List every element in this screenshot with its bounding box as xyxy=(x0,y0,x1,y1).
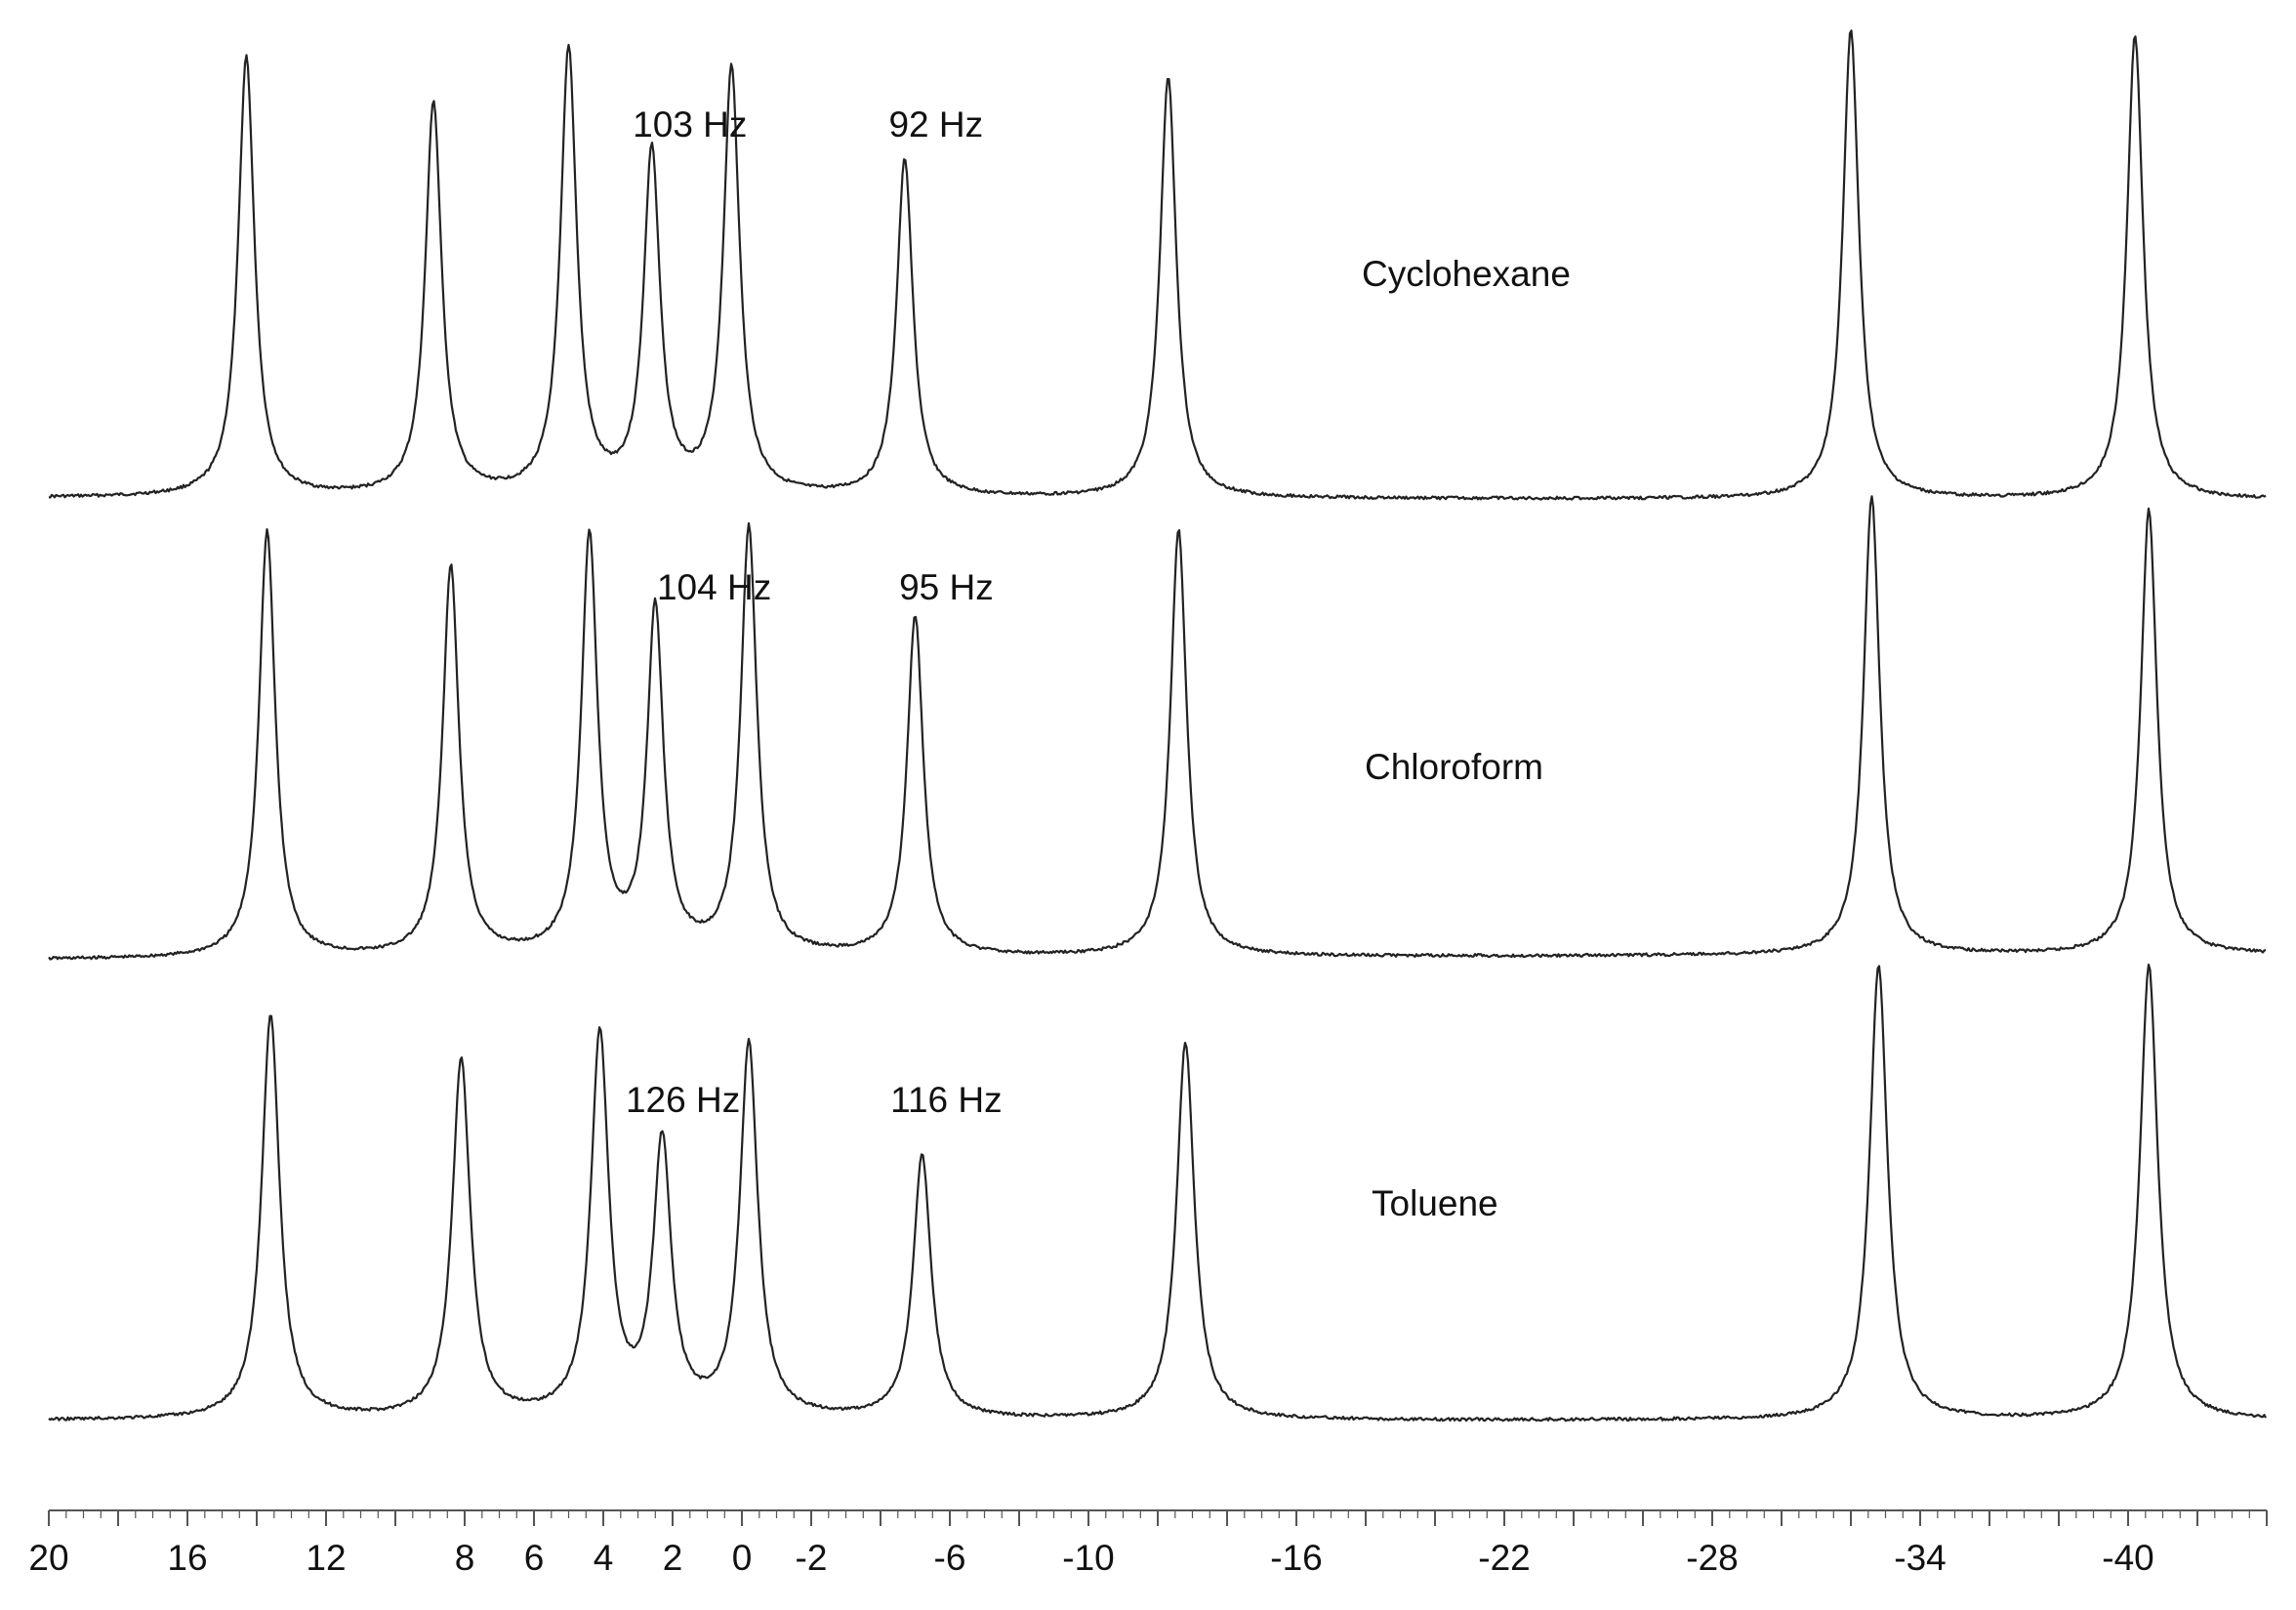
tick-label: -6 xyxy=(934,1538,966,1578)
tick-label: 20 xyxy=(28,1538,68,1578)
series-label-chloroform: Chloroform xyxy=(1365,747,1543,787)
peak-cyclohexane-8 xyxy=(2133,32,2137,36)
tick-label: -16 xyxy=(1270,1538,1322,1578)
x-axis: 20 16 12 8 6 4 2 0 -2 -6 -10 -16 -22 -28 -34 -40 xyxy=(28,1509,2268,1578)
spectrum-line-chloroform xyxy=(48,495,2267,961)
spectrum-traces xyxy=(48,29,2267,1423)
annotation-chloroform-1: 95 Hz xyxy=(899,567,994,607)
x-axis-ticks xyxy=(48,1510,2268,1526)
annotation-chloroform-0: 104 Hz xyxy=(657,567,771,607)
tick-label: -2 xyxy=(796,1538,828,1578)
tick-label: 6 xyxy=(524,1538,545,1578)
tick-label: 2 xyxy=(663,1538,683,1578)
tick-label: -28 xyxy=(1686,1538,1738,1578)
spectrum-line-cyclohexane xyxy=(49,29,2267,501)
annotation-toluene-1: 116 Hz xyxy=(890,1080,1003,1120)
x-axis-tick-labels: 20 16 12 8 6 4 2 0 -2 -6 -10 -16 -22 -28 -34 -40 xyxy=(28,1538,2153,1578)
series-label-toluene: Toluene xyxy=(1372,1183,1498,1223)
annotation-toluene-0: 126 Hz xyxy=(626,1080,740,1120)
annotation-cyclohexane-0: 103 Hz xyxy=(633,104,747,144)
tick-label: -40 xyxy=(2102,1538,2153,1578)
spectrum-line-toluene xyxy=(48,963,2267,1423)
tick-label: 16 xyxy=(167,1538,207,1578)
tick-label: -22 xyxy=(1478,1538,1530,1578)
tick-label: -34 xyxy=(1894,1538,1946,1578)
tick-label: 8 xyxy=(455,1538,475,1578)
series-label-cyclohexane: Cyclohexane xyxy=(1362,254,1571,294)
tick-label: 0 xyxy=(732,1538,753,1578)
peak-toluene-3 xyxy=(660,1146,664,1150)
tick-label: -10 xyxy=(1062,1538,1114,1578)
tick-label: 12 xyxy=(306,1538,346,1578)
tick-label: 4 xyxy=(594,1538,614,1578)
solvent-labels: Cyclohexane Chloroform Toluene xyxy=(1362,254,1571,1223)
coupling-annotations: 103 Hz 92 Hz 104 Hz 95 Hz 126 Hz 116 Hz xyxy=(626,104,1003,1120)
annotation-cyclohexane-1: 92 Hz xyxy=(888,104,983,144)
peak-cyclohexane-6 xyxy=(1167,74,1170,78)
